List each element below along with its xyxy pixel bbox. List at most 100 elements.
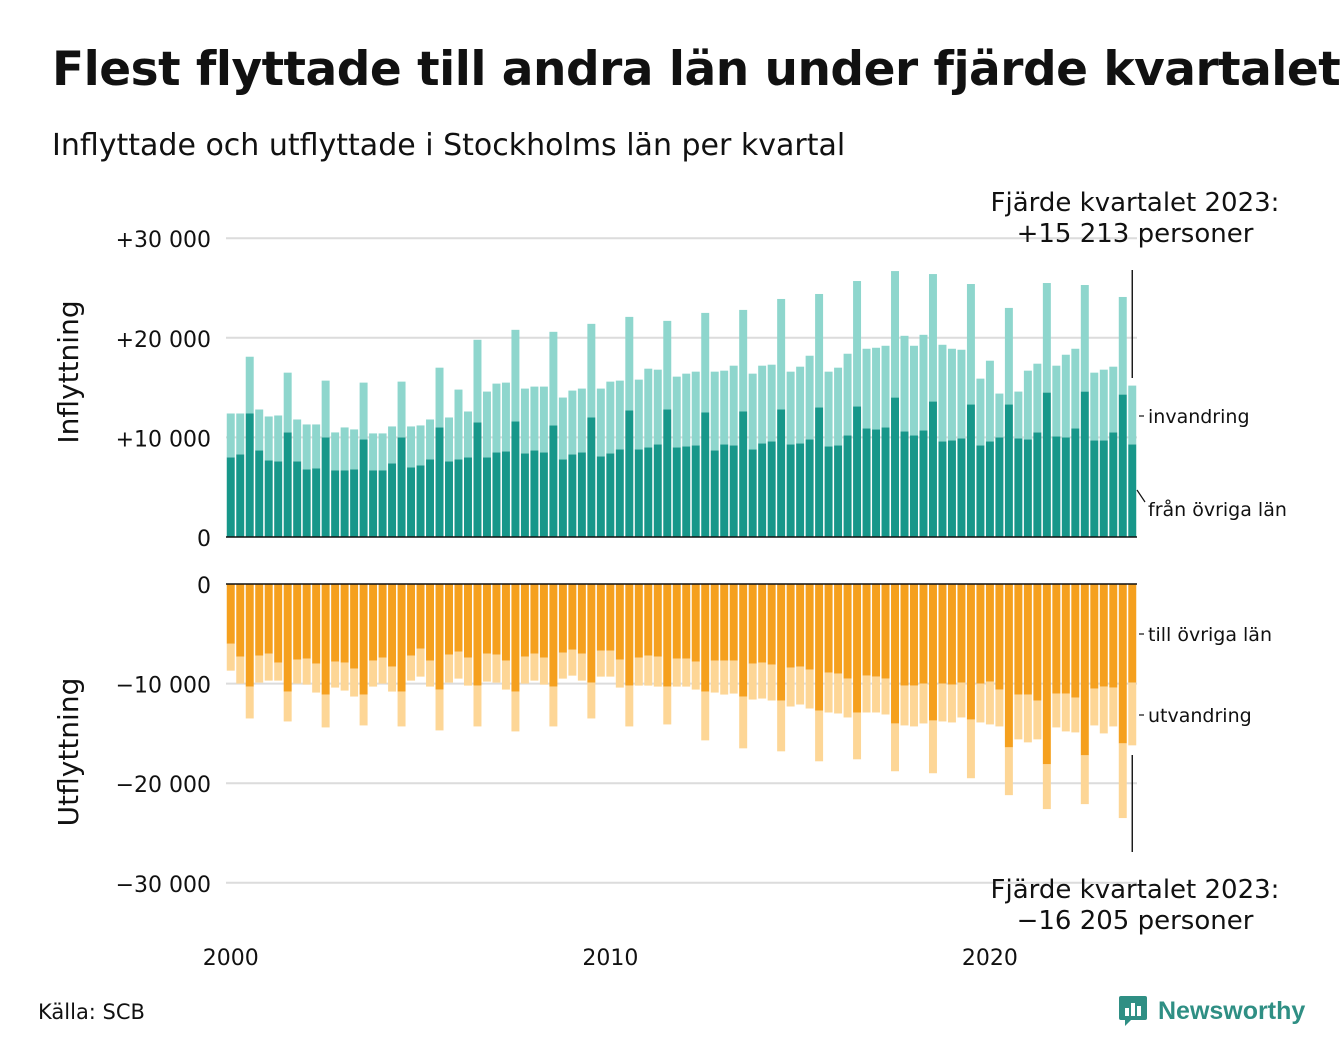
bar-invandring [853, 281, 862, 407]
bar-utvandring [255, 655, 264, 683]
bar-utvandring [1042, 764, 1051, 810]
bar-fran-ovriga-lan [1052, 436, 1061, 537]
bar-till-ovriga-lan [966, 584, 975, 720]
bar-till-ovriga-lan [1080, 584, 1089, 756]
bar-till-ovriga-lan [245, 584, 254, 687]
bar-fran-ovriga-lan [539, 452, 548, 537]
bar-invandring [1033, 363, 1042, 433]
bar-till-ovriga-lan [473, 584, 482, 686]
bar-fran-ovriga-lan [511, 421, 520, 537]
bar-utvandring [568, 649, 577, 676]
bar-utvandring [577, 653, 586, 681]
bar-utvandring [445, 654, 453, 683]
bar-utvandring [1109, 687, 1118, 727]
bar-till-ovriga-lan [767, 584, 776, 665]
bar-invandring [1099, 369, 1108, 441]
bar-fran-ovriga-lan [1004, 404, 1013, 537]
bar-till-ovriga-lan [549, 584, 558, 687]
bar-fran-ovriga-lan [976, 445, 985, 537]
bar-invandring [862, 348, 871, 429]
bar-utvandring [587, 682, 596, 719]
bar-invandring [710, 371, 719, 451]
bar-invandring [748, 373, 757, 450]
bar-invandring [596, 388, 605, 457]
bar-till-ovriga-lan [226, 584, 235, 644]
bar-invandring [910, 345, 918, 436]
bar-utvandring [369, 660, 378, 687]
bar-utvandring [1033, 700, 1042, 740]
bar-invandring [520, 388, 529, 454]
bar-utvandring [862, 675, 871, 713]
bar-utvandring [653, 656, 662, 687]
bar-invandring [236, 413, 245, 455]
bar-utvandring [644, 655, 653, 686]
bar-till-ovriga-lan [492, 584, 501, 655]
bar-fran-ovriga-lan [625, 410, 634, 537]
bar-till-ovriga-lan [758, 584, 767, 663]
series-label-fran-ovriga-lan: från övriga län [1148, 498, 1287, 521]
bar-fran-ovriga-lan [682, 446, 691, 537]
bar-invandring [824, 371, 833, 447]
bar-fran-ovriga-lan [786, 444, 795, 537]
bar-fran-ovriga-lan [824, 446, 833, 537]
bar-utvandring [758, 662, 767, 699]
bar-till-ovriga-lan [558, 584, 567, 653]
bar-invandring [492, 383, 501, 453]
bar-fran-ovriga-lan [834, 445, 843, 537]
bar-invandring [966, 284, 975, 405]
series-label-till-ovriga-lan: till övriga län [1148, 624, 1272, 646]
bar-invandring [226, 413, 235, 458]
bar-utvandring [397, 691, 406, 727]
bar-fran-ovriga-lan [312, 468, 321, 537]
bar-utvandring [539, 657, 548, 685]
y-tick-label: −20 000 [116, 773, 211, 798]
bar-till-ovriga-lan [976, 584, 985, 684]
bar-till-ovriga-lan [928, 584, 937, 721]
bar-utvandring [900, 685, 909, 726]
bar-invandring [606, 381, 615, 454]
bar-invandring [691, 371, 700, 446]
bar-till-ovriga-lan [739, 584, 748, 697]
bar-invandring [957, 349, 966, 439]
bar-invandring [369, 433, 378, 471]
bar-fran-ovriga-lan [644, 447, 653, 537]
bar-fran-ovriga-lan [615, 449, 624, 537]
bar-till-ovriga-lan [539, 584, 548, 658]
bar-utvandring [739, 696, 748, 749]
bar-fran-ovriga-lan [758, 443, 767, 537]
bar-fran-ovriga-lan [454, 459, 463, 537]
bar-till-ovriga-lan [910, 584, 918, 686]
bar-utvandring [777, 700, 786, 752]
bar-till-ovriga-lan [283, 584, 292, 692]
bar-fran-ovriga-lan [340, 470, 349, 537]
bar-invandring [995, 393, 1004, 438]
bar-invandring [1128, 385, 1137, 445]
bar-fran-ovriga-lan [872, 429, 881, 537]
bar-utvandring [407, 655, 416, 681]
bar-utvandring [729, 660, 738, 694]
bar-till-ovriga-lan [995, 584, 1004, 690]
bar-utvandring [938, 683, 947, 722]
bar-utvandring [966, 719, 975, 779]
bar-fran-ovriga-lan [426, 459, 435, 537]
bar-utvandring [1090, 688, 1099, 726]
bar-invandring [501, 382, 510, 452]
bar-fran-ovriga-lan [274, 461, 283, 537]
bar-invandring [331, 432, 340, 471]
bar-invandring [350, 429, 359, 470]
bar-invandring [426, 419, 435, 460]
bar-till-ovriga-lan [1052, 584, 1061, 694]
bar-invandring [682, 373, 691, 447]
bar-fran-ovriga-lan [501, 451, 510, 537]
bar-invandring [625, 316, 634, 411]
bar-utvandring [378, 657, 387, 684]
bar-till-ovriga-lan [1109, 584, 1118, 688]
bar-till-ovriga-lan [482, 584, 491, 654]
bar-till-ovriga-lan [1023, 584, 1032, 695]
bar-utvandring [350, 668, 359, 697]
bar-fran-ovriga-lan [928, 401, 937, 537]
bar-utvandring [331, 661, 340, 688]
bar-till-ovriga-lan [606, 584, 615, 651]
bar-fran-ovriga-lan [255, 450, 264, 537]
bar-utvandring [634, 657, 643, 686]
